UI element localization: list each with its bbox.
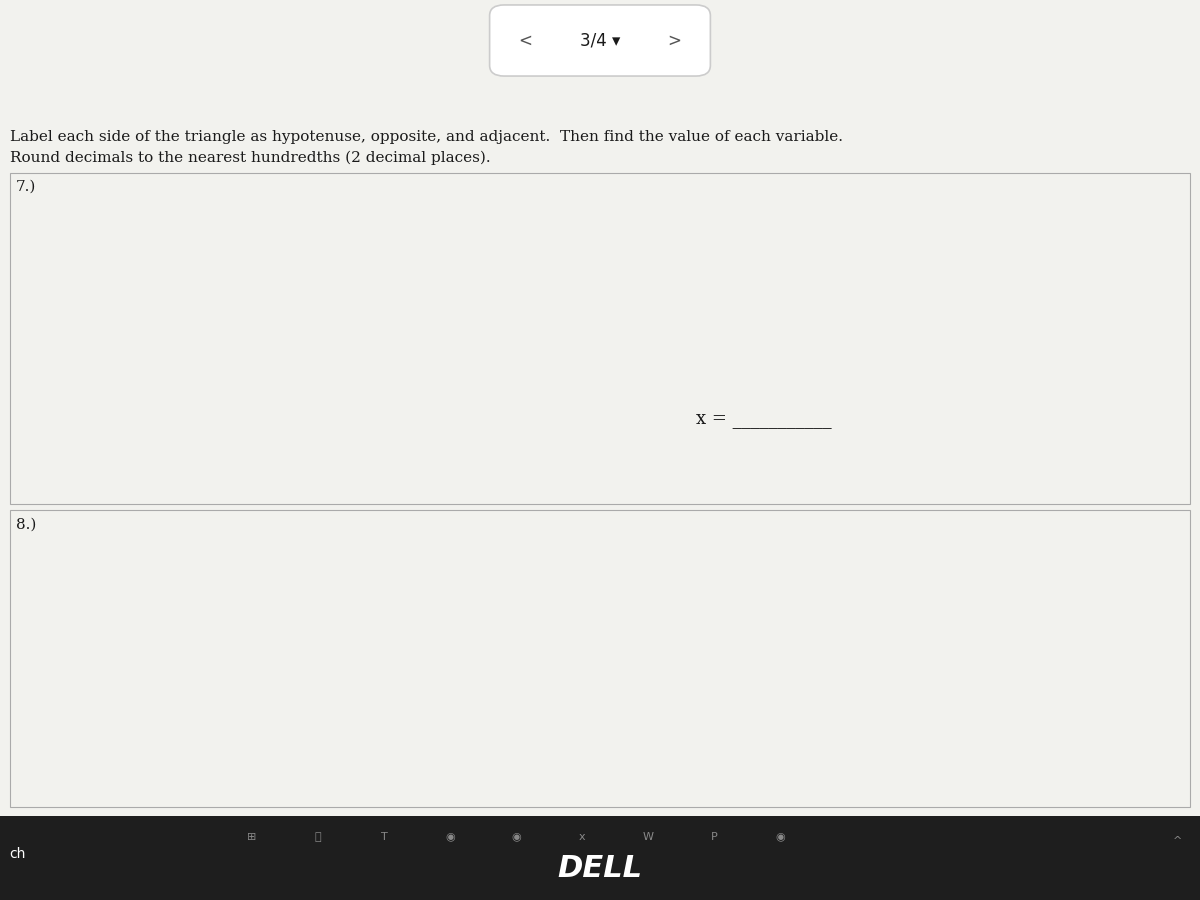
Text: ch: ch [10, 847, 26, 861]
Text: Round decimals to the nearest hundredths (2 decimal places).: Round decimals to the nearest hundredths… [10, 150, 491, 165]
Text: x: x [349, 351, 361, 369]
Text: 20°: 20° [102, 426, 137, 444]
Text: Label each side of the triangle as hypotenuse, opposite, and adjacent.  Then fin: Label each side of the triangle as hypot… [10, 130, 842, 144]
Text: T: T [380, 832, 388, 842]
Text: <: < [518, 32, 533, 50]
Text: ⊞: ⊞ [247, 832, 257, 842]
Text: ◉: ◉ [445, 832, 455, 842]
Text: >: > [667, 32, 682, 50]
Text: 7.): 7.) [16, 180, 36, 194]
Text: DELL: DELL [558, 854, 642, 883]
Text: 8.): 8.) [16, 518, 36, 532]
Text: 3/4 ▾: 3/4 ▾ [580, 32, 620, 50]
Text: 5: 5 [158, 339, 173, 362]
Text: 🗂: 🗂 [314, 832, 322, 842]
Text: P: P [710, 832, 718, 842]
Text: ◉: ◉ [775, 832, 785, 842]
Text: x: x [578, 832, 586, 842]
Text: ^: ^ [1172, 836, 1182, 846]
Text: W: W [642, 832, 654, 842]
Text: x = ___________: x = ___________ [696, 410, 832, 427]
Text: ◉: ◉ [511, 832, 521, 842]
